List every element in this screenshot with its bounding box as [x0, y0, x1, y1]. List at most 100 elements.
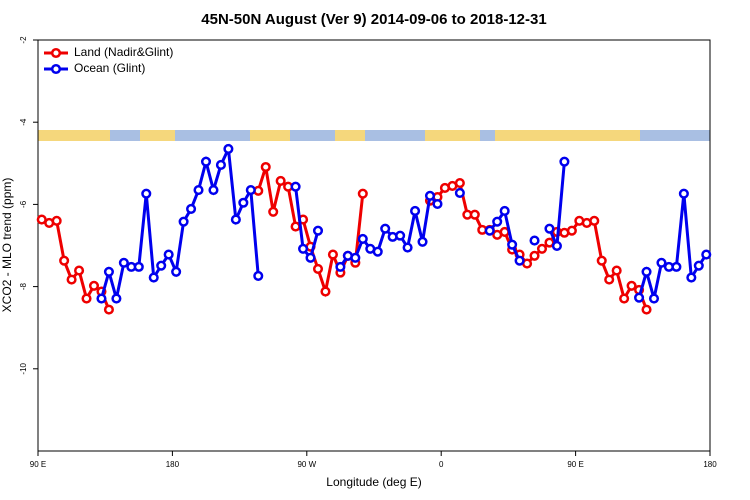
data-point	[619, 293, 630, 304]
data-point	[238, 197, 249, 208]
data-point	[171, 266, 182, 277]
data-point	[103, 266, 114, 277]
data-point	[529, 235, 540, 246]
data-point	[648, 293, 660, 304]
data-point	[701, 249, 712, 260]
data-point	[410, 205, 421, 217]
data-point	[51, 215, 62, 226]
data-point	[469, 209, 480, 220]
data-point	[492, 216, 503, 227]
data-point	[372, 246, 383, 257]
data-point	[454, 177, 465, 189]
x-tick-label: 90 E	[30, 460, 46, 469]
data-point	[507, 239, 518, 250]
map-strip	[38, 130, 710, 141]
data-point	[260, 161, 271, 173]
data-point	[559, 156, 570, 167]
data-point	[380, 223, 391, 234]
data-point	[118, 257, 129, 268]
series-line	[41, 166, 648, 311]
data-point	[290, 221, 301, 232]
data-point	[312, 263, 324, 274]
data-point	[589, 215, 600, 226]
chart-title: 45N-50N August (Ver 9) 2014-09-06 to 201…	[201, 11, 546, 28]
data-point	[133, 261, 144, 272]
data-point	[148, 272, 159, 283]
data-point	[200, 156, 212, 167]
data-point	[156, 260, 167, 271]
data-point	[678, 188, 689, 199]
data-point	[626, 280, 637, 291]
data-point	[74, 265, 85, 276]
data-point	[641, 304, 652, 315]
y-tick-label: -2	[19, 36, 28, 44]
data-point	[402, 242, 413, 253]
data-point	[611, 265, 622, 276]
data-point	[327, 249, 338, 260]
data-point	[103, 304, 114, 315]
y-axis-label: XCO2 - MLO trend (ppm)	[0, 178, 14, 313]
data-point	[66, 274, 77, 285]
y-tick-label: -8	[19, 282, 28, 290]
data-point	[230, 214, 241, 225]
data-point	[215, 159, 226, 170]
x-axis-label: Longitude (deg E)	[326, 475, 421, 489]
data-point	[268, 206, 279, 217]
data-point	[350, 252, 361, 263]
x-tick-label: 90 E	[567, 460, 583, 469]
y-tick-label: -4	[19, 118, 28, 126]
data-point	[395, 230, 406, 241]
legend-marker	[50, 63, 62, 75]
data-point	[178, 216, 189, 227]
data-point	[59, 255, 70, 266]
data-point	[253, 270, 264, 281]
data-point	[641, 266, 652, 277]
data-point	[432, 198, 443, 210]
x-tick-label: 180	[166, 460, 180, 469]
x-tick-label: 0	[439, 460, 444, 469]
data-point	[223, 143, 234, 154]
data-point	[111, 293, 122, 304]
data-point	[484, 225, 495, 236]
data-point	[656, 257, 667, 268]
data-point	[544, 223, 555, 234]
legend-label: Land (Nadir&Glint)	[74, 45, 173, 59]
data-point	[305, 252, 316, 263]
data-point	[536, 243, 548, 254]
x-tick-label: 180	[703, 460, 717, 469]
data-point	[186, 203, 197, 214]
data-point	[245, 184, 256, 196]
data-point	[208, 184, 219, 196]
data-point	[275, 175, 286, 187]
legend-label: Ocean (Glint)	[74, 61, 145, 75]
data-point	[671, 261, 682, 272]
data-point	[298, 243, 309, 254]
data-point	[693, 260, 704, 271]
y-tick-label: -6	[19, 200, 28, 208]
data-point	[499, 205, 510, 217]
legend-marker	[50, 47, 62, 59]
plot-frame	[37, 39, 711, 452]
y-tick-label: -10	[19, 362, 28, 374]
data-point	[566, 225, 577, 236]
data-point	[81, 293, 92, 304]
data-point	[163, 249, 174, 260]
data-point	[290, 181, 301, 192]
data-point	[551, 240, 562, 251]
data-point	[335, 261, 346, 272]
data-point	[634, 292, 645, 303]
data-point	[88, 280, 100, 291]
data-point	[417, 236, 428, 247]
data-point	[596, 255, 607, 266]
data-point	[141, 188, 152, 199]
data-point	[686, 272, 697, 283]
data-point	[529, 250, 540, 261]
series-line	[100, 143, 708, 299]
data-point	[96, 293, 107, 304]
data-point	[454, 187, 465, 198]
x-tick-label: 90 W	[297, 460, 316, 469]
data-point	[312, 225, 324, 236]
data-point	[514, 255, 525, 266]
data-point	[320, 286, 331, 297]
